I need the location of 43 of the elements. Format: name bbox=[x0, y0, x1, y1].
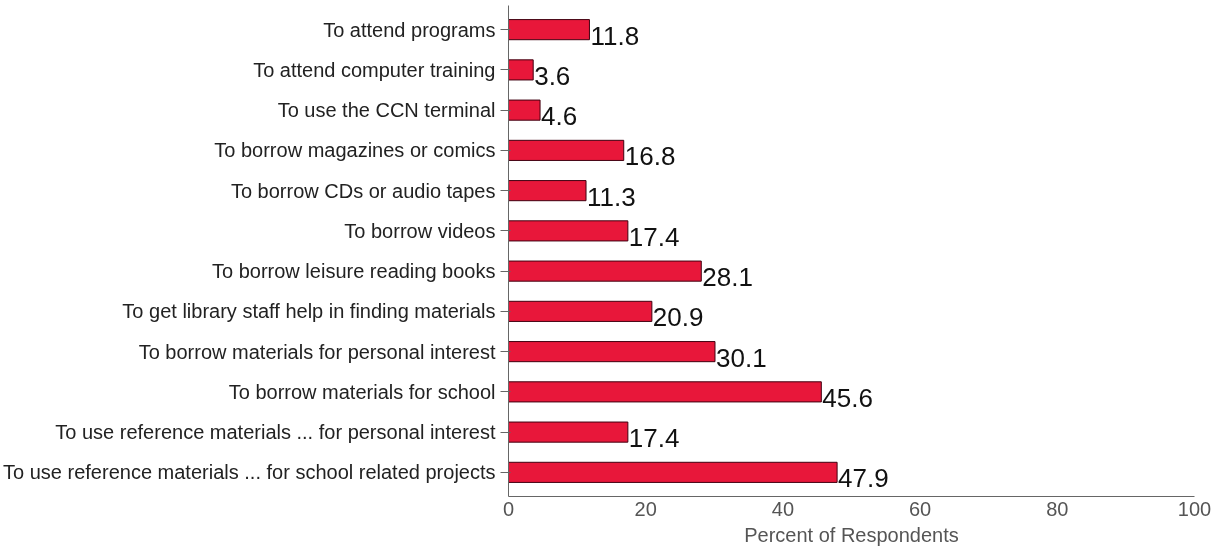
bar bbox=[508, 139, 625, 161]
x-tick-label: 80 bbox=[1046, 497, 1069, 520]
y-tick-label: To borrow materials for personal interest bbox=[138, 340, 496, 363]
data-label: 17.4 bbox=[628, 221, 680, 252]
y-tick-label: To use reference materials ... for personal interest bbox=[55, 421, 496, 444]
bar bbox=[508, 381, 822, 403]
y-tick-label: To borrow CDs or audio tapes bbox=[230, 179, 496, 202]
y-tick-label: To borrow materials for school bbox=[228, 380, 496, 403]
data-label: 4.6 bbox=[541, 101, 578, 132]
data-label: 30.1 bbox=[715, 342, 767, 373]
bar bbox=[508, 421, 629, 443]
bar bbox=[508, 220, 629, 242]
y-tick-label: To attend programs bbox=[323, 18, 496, 41]
bar bbox=[508, 59, 534, 81]
x-tick-label: 0 bbox=[502, 497, 515, 520]
x-tick-label: 60 bbox=[908, 497, 932, 520]
x-tick-label: 100 bbox=[1177, 497, 1212, 520]
bar bbox=[508, 19, 590, 41]
x-axis-title: Percent of Respondents bbox=[744, 523, 959, 546]
y-tick-label: To attend computer training bbox=[253, 58, 496, 81]
y-tick-label: To use the CCN terminal bbox=[277, 99, 496, 122]
data-label: 17.4 bbox=[628, 423, 680, 454]
bar bbox=[508, 300, 653, 322]
bar bbox=[508, 341, 716, 363]
y-tick-label: To borrow leisure reading books bbox=[212, 260, 496, 283]
y-tick-label: To use reference materials ... for school related projects bbox=[3, 461, 496, 484]
data-label: 28.1 bbox=[702, 262, 753, 293]
bar bbox=[508, 180, 587, 202]
data-label: 11.3 bbox=[587, 181, 636, 212]
bar bbox=[508, 461, 838, 483]
data-label: 3.6 bbox=[534, 60, 571, 91]
data-label: 20.9 bbox=[652, 302, 704, 333]
bar bbox=[508, 260, 702, 282]
x-tick-label: 40 bbox=[771, 497, 795, 520]
data-label: 47.9 bbox=[838, 463, 889, 494]
y-tick-label: To get library staff help in finding materials bbox=[122, 300, 496, 323]
y-tick-label: To borrow magazines or comics bbox=[214, 139, 496, 162]
data-label: 16.8 bbox=[624, 141, 676, 172]
y-tick-label: To borrow videos bbox=[344, 219, 496, 242]
data-label: 11.8 bbox=[590, 20, 640, 51]
x-tick-label: 20 bbox=[634, 497, 657, 520]
data-label: 45.6 bbox=[822, 382, 873, 413]
bar bbox=[508, 99, 541, 121]
